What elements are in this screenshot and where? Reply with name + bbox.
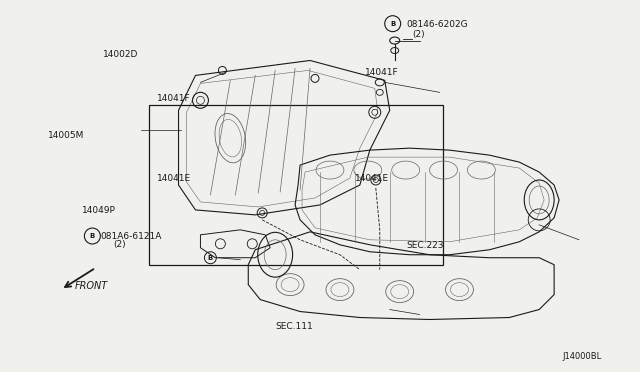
Text: 14041E: 14041E [157,174,191,183]
Text: SEC.111: SEC.111 [275,322,313,331]
Text: FRONT: FRONT [74,281,108,291]
Text: SEC.223: SEC.223 [406,241,444,250]
Text: (2): (2) [113,240,125,249]
Text: 14049P: 14049P [82,206,116,215]
Text: B: B [208,255,213,261]
Text: 14041E: 14041E [355,174,389,183]
Text: 14002D: 14002D [103,50,138,59]
Text: B: B [390,21,396,27]
Text: J14000BL: J14000BL [563,352,602,361]
Text: B: B [90,233,95,239]
Text: (2): (2) [412,29,425,39]
Bar [148,105,442,265]
Text: 08146-6202G: 08146-6202G [406,20,468,29]
Text: 14005M: 14005M [48,131,84,141]
Text: 14041F: 14041F [157,94,191,103]
Text: 14041F: 14041F [365,68,398,77]
Text: 081A6-6121A: 081A6-6121A [100,231,161,241]
